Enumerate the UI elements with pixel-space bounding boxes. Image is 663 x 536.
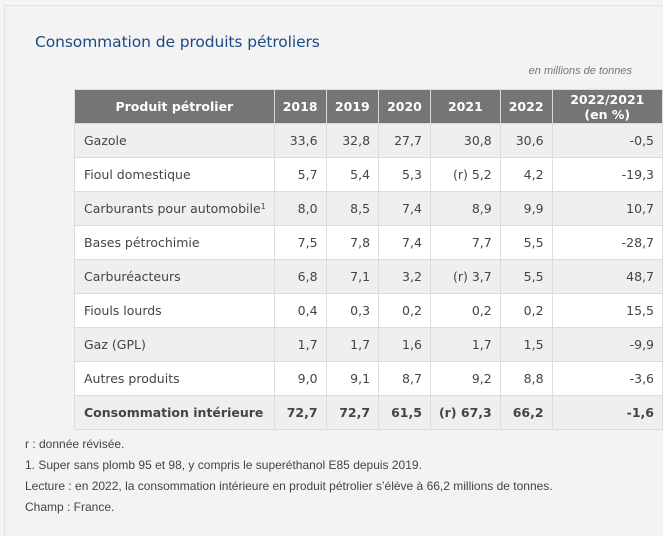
value-cell: 1,6 xyxy=(378,327,431,362)
value-cell: -9,9 xyxy=(551,327,663,362)
value-cell: 8,9 xyxy=(429,191,501,226)
value-cell: 7,5 xyxy=(273,225,327,260)
table-row: Gaz (GPL) 1,7 1,7 1,6 1,7 1,5 -9,9 xyxy=(74,327,663,362)
header-2021: 2021 xyxy=(429,89,501,124)
value-cell: 30,6 xyxy=(499,123,553,158)
footnotes: r : donnée révisée. 1. Super sans plomb … xyxy=(25,434,553,518)
value-cell: 0,3 xyxy=(325,293,380,328)
value-cell: 5,3 xyxy=(378,157,431,192)
product-name: Gaz (GPL) xyxy=(84,337,146,352)
total-value-cell: 61,5 xyxy=(378,395,431,430)
value-cell: -19,3 xyxy=(551,157,663,192)
value-cell: 5,5 xyxy=(499,259,553,294)
value-cell: 0,2 xyxy=(499,293,553,328)
value-cell: 5,5 xyxy=(499,225,553,260)
value-cell: 7,1 xyxy=(325,259,380,294)
value-cell: -3,6 xyxy=(551,361,663,396)
total-value-cell: -1,6 xyxy=(551,395,663,430)
footnote-marker: 1 xyxy=(260,202,266,211)
value-cell: 48,7 xyxy=(551,259,663,294)
product-name-cell: Bases pétrochimie xyxy=(74,225,275,260)
consumption-table: Produit pétrolier 2018 2019 2020 2021 20… xyxy=(74,89,663,430)
table-row: Fiouls lourds 0,4 0,3 0,2 0,2 0,2 15,5 xyxy=(74,293,663,328)
total-value-cell: (r) 67,3 xyxy=(429,395,501,430)
product-name: Carburéacteurs xyxy=(84,269,181,284)
value-cell: 27,7 xyxy=(378,123,431,158)
product-name: Autres produits xyxy=(84,371,180,386)
value-cell: 1,7 xyxy=(273,327,327,362)
value-cell: 5,7 xyxy=(273,157,327,192)
value-cell: 6,8 xyxy=(273,259,327,294)
product-name-cell: Autres produits xyxy=(74,361,275,396)
value-cell: 0,2 xyxy=(429,293,501,328)
product-name-cell: Fiouls lourds xyxy=(74,293,275,328)
footnote-revised: r : donnée révisée. xyxy=(25,437,125,451)
table-row: Bases pétrochimie 7,5 7,8 7,4 7,7 5,5 -28,7 xyxy=(74,225,663,260)
product-name: Gazole xyxy=(84,133,127,148)
header-product: Produit pétrolier xyxy=(74,89,275,124)
total-value-cell: 72,7 xyxy=(273,395,327,430)
product-name: Fiouls lourds xyxy=(84,303,162,318)
table-row: Gazole 33,6 32,8 27,7 30,8 30,6 -0,5 xyxy=(74,123,663,158)
table-row: Carburéacteurs 6,8 7,1 3,2 (r) 3,7 5,5 48,7 xyxy=(74,259,663,294)
total-value-cell: 72,7 xyxy=(325,395,380,430)
value-cell: 9,0 xyxy=(273,361,327,396)
header-2022: 2022 xyxy=(499,89,553,124)
product-name-cell: Gaz (GPL) xyxy=(74,327,275,362)
value-cell: 8,0 xyxy=(273,191,327,226)
footnote-reading: Lecture : en 2022, la consommation intér… xyxy=(25,479,553,493)
value-cell: 8,5 xyxy=(325,191,380,226)
value-cell: 0,2 xyxy=(378,293,431,328)
value-cell: 32,8 xyxy=(325,123,380,158)
product-name-cell: Carburants pour automobile1 xyxy=(74,191,275,226)
value-cell: (r) 3,7 xyxy=(429,259,501,294)
table-total-row: Consommation intérieure 72,7 72,7 61,5 (r) 6… xyxy=(74,395,663,430)
value-cell: -0,5 xyxy=(551,123,663,158)
product-name: Carburants pour automobile xyxy=(84,201,261,216)
value-cell: 7,4 xyxy=(378,191,431,226)
value-cell: 33,6 xyxy=(273,123,327,158)
page-title: Consommation de produits pétroliers xyxy=(35,33,320,51)
product-name: Bases pétrochimie xyxy=(84,235,200,250)
value-cell: 7,4 xyxy=(378,225,431,260)
value-cell: 1,7 xyxy=(325,327,380,362)
value-cell: 3,2 xyxy=(378,259,431,294)
value-cell: (r) 5,2 xyxy=(429,157,501,192)
value-cell: 7,8 xyxy=(325,225,380,260)
header-change-pct: 2022/2021 (en %) xyxy=(551,89,663,124)
value-cell: 9,1 xyxy=(325,361,380,396)
unit-note: en millions de tonnes xyxy=(528,65,632,77)
total-label: Consommation intérieure xyxy=(74,395,275,430)
header-2020: 2020 xyxy=(378,89,431,124)
value-cell: 4,2 xyxy=(499,157,553,192)
product-name: Fioul domestique xyxy=(84,167,191,182)
value-cell: 1,7 xyxy=(429,327,501,362)
table-header-row: Produit pétrolier 2018 2019 2020 2021 20… xyxy=(74,89,663,124)
footnote-1: 1. Super sans plomb 95 et 98, y compris … xyxy=(25,458,422,472)
value-cell: 9,9 xyxy=(499,191,553,226)
value-cell: 7,7 xyxy=(429,225,501,260)
product-name-cell: Carburéacteurs xyxy=(74,259,275,294)
table-row: Carburants pour automobile1 8,0 8,5 7,4 8,9 9… xyxy=(74,191,663,226)
value-cell: 8,8 xyxy=(499,361,553,396)
value-cell: 10,7 xyxy=(551,191,663,226)
value-cell: 5,4 xyxy=(325,157,380,192)
table-row: Fioul domestique 5,7 5,4 5,3 (r) 5,2 4,2 -19,3 xyxy=(74,157,663,192)
value-cell: 0,4 xyxy=(273,293,327,328)
product-name-cell: Gazole xyxy=(74,123,275,158)
header-2018: 2018 xyxy=(273,89,327,124)
value-cell: 8,7 xyxy=(378,361,431,396)
value-cell: 30,8 xyxy=(429,123,501,158)
value-cell: 15,5 xyxy=(551,293,663,328)
header-2019: 2019 xyxy=(325,89,379,124)
footnote-scope: Champ : France. xyxy=(25,500,115,514)
table-row: Autres produits 9,0 9,1 8,7 9,2 8,8 -3,6 xyxy=(74,361,663,396)
value-cell: 1,5 xyxy=(499,327,553,362)
total-value-cell: 66,2 xyxy=(499,395,553,430)
value-cell: 9,2 xyxy=(429,361,501,396)
value-cell: -28,7 xyxy=(551,225,663,260)
product-name-cell: Fioul domestique xyxy=(74,157,275,192)
